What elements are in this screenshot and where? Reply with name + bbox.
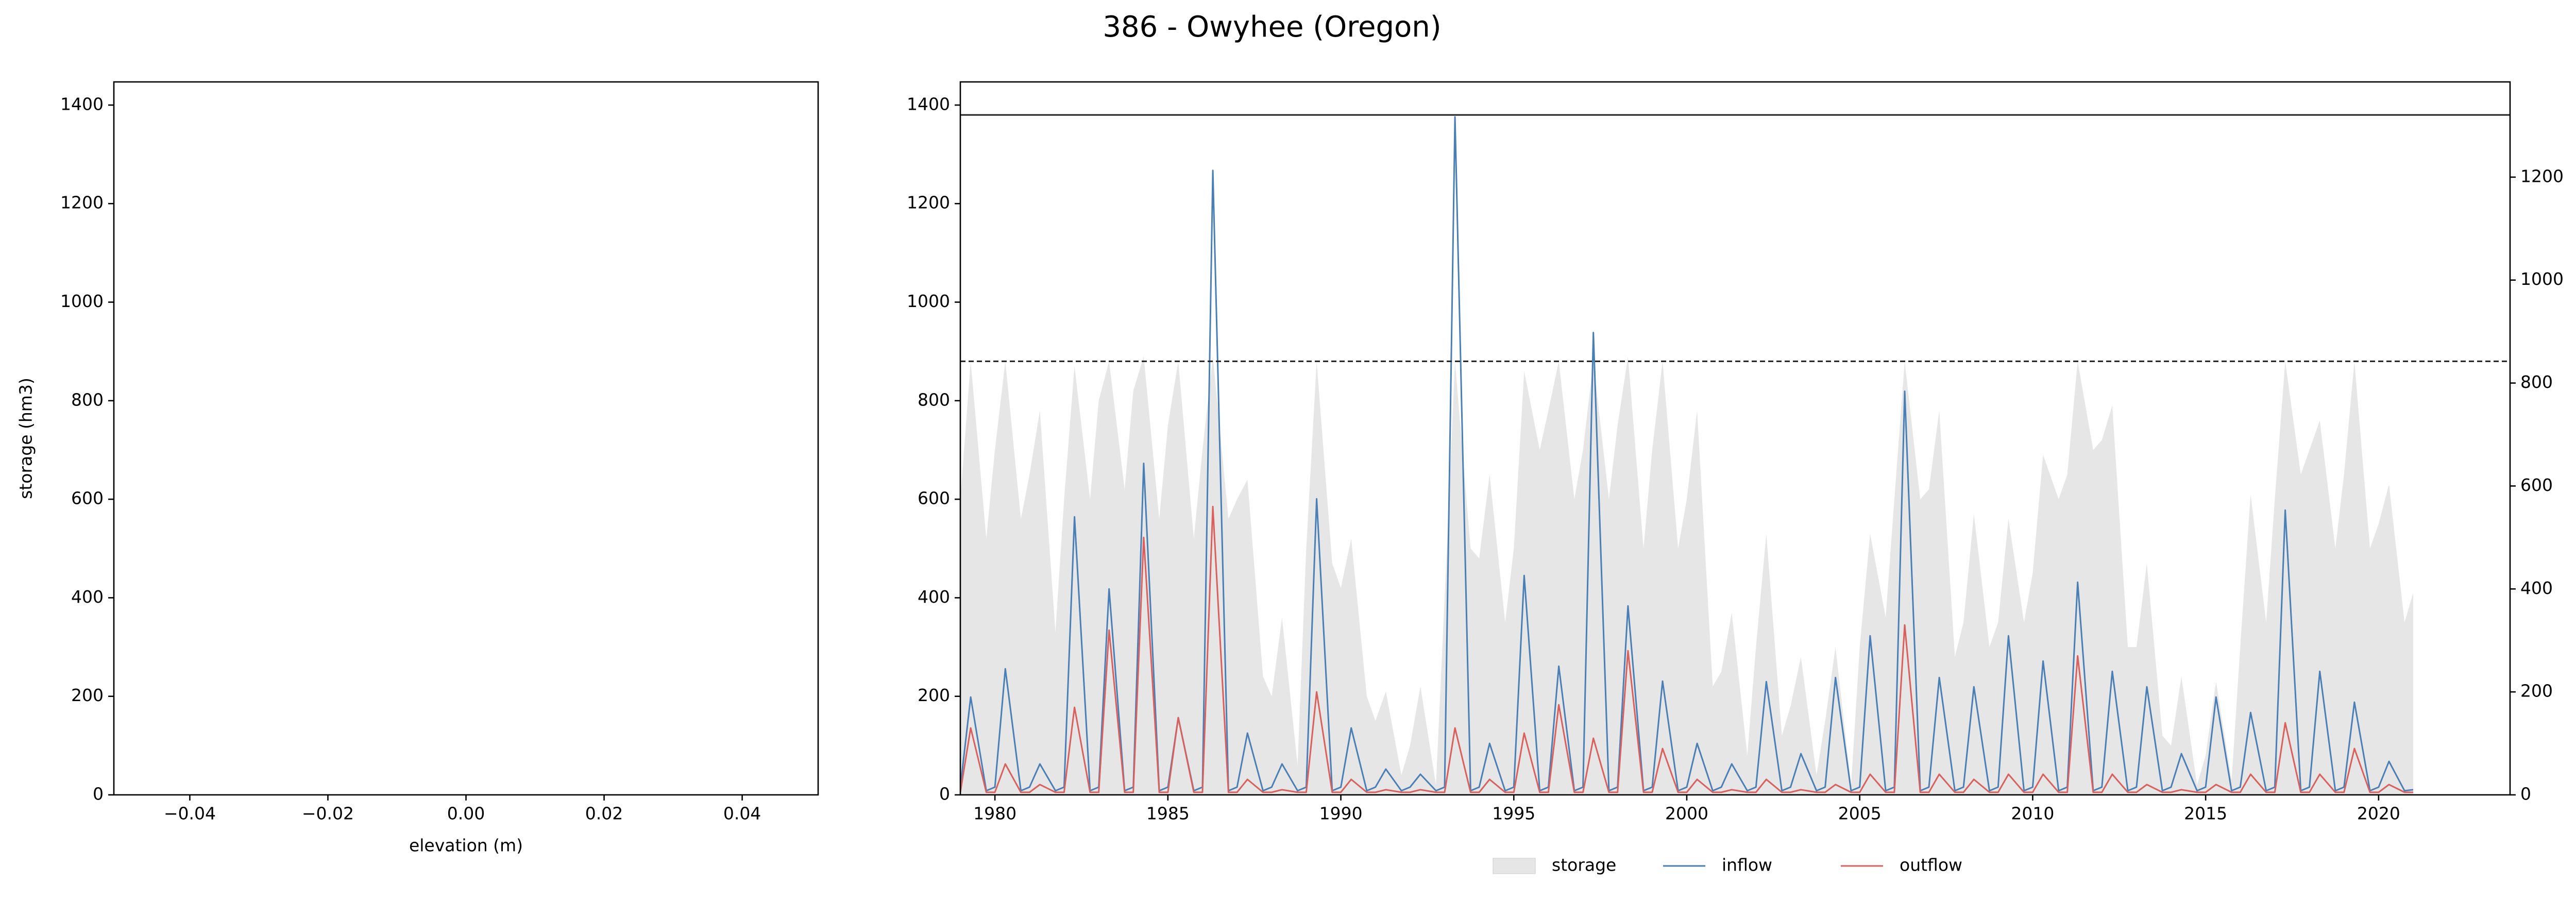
y-tick-label: 1200 (907, 193, 950, 213)
y-tick-label: 0 (93, 784, 104, 804)
x-tick-label: 1990 (1319, 804, 1363, 824)
y-tick-label: 1400 (907, 94, 950, 114)
y2-tick-label: 1200 (2520, 166, 2564, 186)
y-tick-label: 600 (71, 488, 104, 508)
x-tick-label: 0.04 (723, 804, 761, 824)
y-tick-label: 200 (71, 685, 104, 705)
y2-tick-label: 400 (2520, 578, 2553, 598)
legend-swatch (1493, 858, 1536, 874)
storage-area (960, 356, 2413, 795)
y2-tick-label: 1000 (2520, 269, 2564, 289)
y-tick-label: 1000 (907, 291, 950, 311)
x-tick-label: 0.00 (447, 804, 485, 824)
y-tick-label: 1400 (60, 94, 104, 114)
y-tick-label: 0 (939, 784, 950, 804)
x-tick-label: 2010 (2011, 804, 2054, 824)
legend-label: outflow (1900, 855, 1962, 875)
y-tick-label: 1200 (60, 193, 104, 213)
legend-label: inflow (1722, 855, 1772, 875)
x-tick-label: −0.02 (302, 804, 354, 824)
x-tick-label: 1980 (973, 804, 1016, 824)
outflow-line (960, 505, 2413, 793)
x-tick-label: 2000 (1665, 804, 1708, 824)
x-tick-label: 1995 (1492, 804, 1535, 824)
plot-area (960, 116, 2414, 795)
y-tick-label: 800 (918, 389, 950, 410)
y2-tick-label: 0 (2520, 784, 2531, 804)
y2-tick-label: 200 (2520, 681, 2553, 701)
y-tick-label: 1000 (60, 291, 104, 311)
x-tick-label: 2020 (2357, 804, 2400, 824)
y-tick-label: 200 (918, 685, 950, 705)
x-tick-label: 0.02 (585, 804, 623, 824)
y-axis-label: storage (hm3) (16, 378, 36, 499)
y-tick-label: 400 (918, 587, 950, 607)
y-tick-label: 600 (918, 488, 950, 508)
x-tick-label: −0.04 (164, 804, 216, 824)
x-axis-label: elevation (m) (409, 836, 523, 856)
axes-frame (959, 81, 2511, 796)
y2-tick-label: 600 (2520, 475, 2553, 495)
legend-label: storage (1552, 855, 1616, 875)
x-tick-label: 1985 (1146, 804, 1190, 824)
y-tick-label: 400 (71, 587, 104, 607)
y-tick-label: 800 (71, 389, 104, 410)
figure-title: 386 - Owyhee (Oregon) (1103, 10, 1441, 44)
y2-tick-label: 800 (2520, 372, 2553, 392)
x-tick-label: 2015 (2184, 804, 2227, 824)
x-tick-label: 2005 (1838, 804, 1882, 824)
